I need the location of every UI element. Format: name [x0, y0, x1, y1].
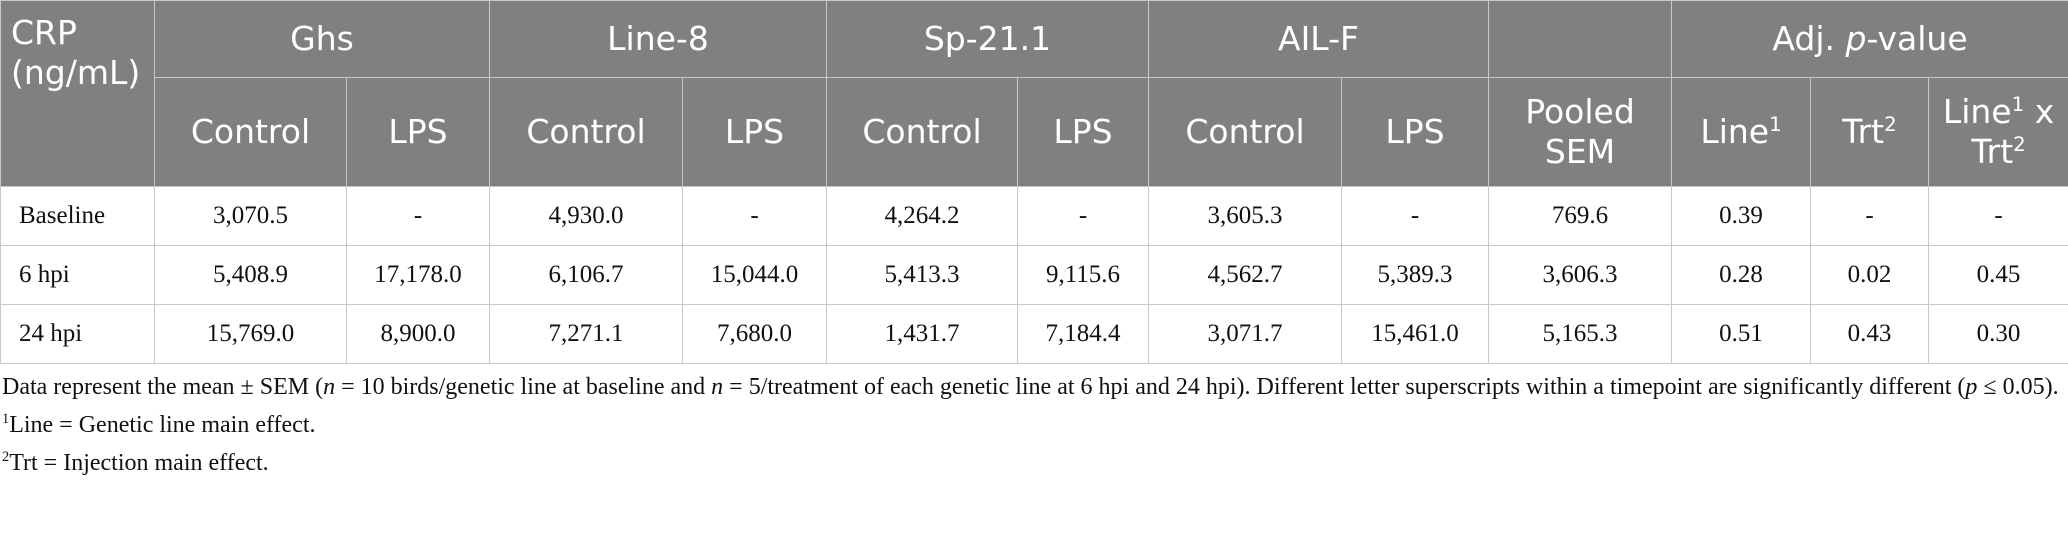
- table-cell: 4,264.2: [826, 186, 1018, 246]
- table-cell: 0.39: [1671, 186, 1812, 246]
- header-text: Line: [1942, 92, 2012, 131]
- footnote-text: 1: [2, 411, 10, 427]
- footnote-text: n: [323, 374, 336, 400]
- group-header: Ghs: [154, 0, 490, 78]
- sub-header: Control: [489, 77, 683, 187]
- table-cell: 0.02: [1810, 245, 1930, 305]
- sub-header: Control: [826, 77, 1018, 187]
- header-text: p: [1845, 19, 1867, 58]
- footnote-text: n: [711, 374, 724, 400]
- table-body: Baseline 3,070.5-4,930.0-4,264.2-3,605.3-…: [0, 186, 2068, 364]
- table-cell: 0.43: [1810, 304, 1930, 364]
- header-text: -value: [1866, 19, 1968, 58]
- table-cell: 0.45: [1928, 245, 2068, 305]
- footnotes: Data represent the mean ± SEM (n = 10 bi…: [0, 364, 2068, 482]
- table-cell: 5,413.3: [826, 245, 1018, 305]
- footnote-text: 2: [2, 449, 10, 465]
- footnote-text: Data represent the mean ± SEM (: [2, 374, 324, 400]
- table-header: CRP (ng/mL) Ghs Line-8 Sp-21.1 AIL-F Adj. p-v…: [0, 0, 2068, 187]
- row-label: Baseline: [0, 186, 155, 246]
- table-cell: 3,606.3: [1488, 245, 1673, 305]
- data-table: CRP (ng/mL) Ghs Line-8 Sp-21.1 AIL-F Adj. p-v…: [0, 0, 2068, 364]
- header-row: CRP (ng/mL) Ghs Line-8 Sp-21.1 AIL-F Adj. p-v…: [0, 0, 2068, 187]
- footnote: 2Trt = Injection main effect.: [2, 444, 2066, 482]
- table-row: 6 hpi 5,408.9 17,178.0 6,106.7 15,044.0 5,413…: [0, 245, 2068, 305]
- table-cell: 5,408.9: [154, 245, 347, 305]
- footnote: 1Line = Genetic line main effect.: [2, 406, 2066, 444]
- table-cell: 5,165.3: [1488, 304, 1673, 364]
- table-cell: 5,389.3: [1340, 245, 1490, 305]
- group-header: Line-8: [489, 0, 827, 78]
- corner-header: CRP (ng/mL): [0, 0, 155, 187]
- pvalue-group-header: Adj. p-value: [1671, 0, 2068, 78]
- table-cell: 15,044.0: [682, 245, 827, 305]
- sub-header: Control: [154, 77, 347, 187]
- footnote-text: p: [1965, 374, 1978, 400]
- row-label: 24 hpi: [0, 304, 155, 364]
- table-cell: 15,769.0: [154, 304, 347, 364]
- sub-header: Control: [1148, 77, 1342, 187]
- footnote-text: Trt = Injection main effect.: [9, 450, 269, 476]
- pvalue-header: Trt2: [1810, 77, 1930, 187]
- header-text: 2: [2013, 133, 2026, 156]
- table-cell: 3,070.5: [154, 186, 347, 246]
- header-text: 1: [1769, 113, 1782, 136]
- header-text: Adj.: [1772, 19, 1846, 58]
- table-cell: 4,930.0: [489, 186, 683, 246]
- footnote-text: Line = Genetic line main effect.: [9, 412, 316, 438]
- pvalue-header: Line1: [1671, 77, 1812, 187]
- sub-header: LPS: [682, 77, 827, 187]
- group-header: AIL-F: [1147, 0, 1490, 78]
- table-row: Baseline 3,070.5-4,930.0-4,264.2-3,605.3-…: [0, 186, 2068, 246]
- header-text: Trt: [1842, 112, 1885, 151]
- table-cell: 7,184.4: [1017, 304, 1149, 364]
- header-text: Line: [1700, 112, 1770, 151]
- row-label: 6 hpi: [0, 245, 155, 305]
- table-cell: 769.6: [1488, 186, 1673, 246]
- table-cell: -: [1810, 186, 1930, 246]
- footnote-text: ≤ 0.05).: [1977, 374, 2059, 400]
- sub-header: LPS: [1017, 77, 1149, 187]
- table-row: 24 hpi 15,769.0 8,900.0 7,271.1 7,680.0 1,431…: [0, 304, 2068, 364]
- table-cell: 8,900.0: [346, 304, 490, 364]
- group-header: Sp-21.1: [826, 0, 1149, 78]
- empty-header: [1488, 0, 1673, 78]
- table-cell: 15,461.0: [1340, 304, 1490, 364]
- table-cell: -: [682, 186, 827, 246]
- table-cell: 0.28: [1671, 245, 1812, 305]
- table-cell: 3,605.3: [1148, 186, 1342, 246]
- table-cell: 9,115.6: [1017, 245, 1149, 305]
- pooled-header: Pooled SEM: [1488, 77, 1673, 187]
- table-cell: -: [1340, 186, 1490, 246]
- table-cell: 0.51: [1671, 304, 1812, 364]
- sub-header: LPS: [346, 77, 490, 187]
- table-cell: -: [1928, 186, 2068, 246]
- header-row: Control LPS Control LPS Control LPS Control LPS…: [1, 77, 2068, 187]
- table-cell: 4,562.7: [1148, 245, 1342, 305]
- table-cell: 1,431.7: [826, 304, 1018, 364]
- table-cell: 7,271.1: [489, 304, 683, 364]
- header-text: x Trt: [1971, 92, 2055, 171]
- table-cell: 7,680.0: [682, 304, 827, 364]
- footnote-text: = 5/treatment of each genetic line at 6 …: [723, 374, 1966, 400]
- footnote: Data represent the mean ± SEM (n = 10 bi…: [2, 368, 2066, 406]
- sub-header: LPS: [1340, 77, 1490, 187]
- table-cell: 17,178.0: [346, 245, 490, 305]
- footnote-text: = 10 birds/genetic line at baseline and: [335, 374, 712, 400]
- table-cell: 6,106.7: [489, 245, 683, 305]
- table-cell: 3,071.7: [1148, 304, 1342, 364]
- header-text: 1: [2011, 93, 2025, 116]
- pvalue-header: Line1 x Trt2: [1928, 77, 2068, 187]
- table-cell: -: [346, 186, 490, 246]
- header-text: 2: [1884, 113, 1897, 136]
- table-cell: 0.30: [1928, 304, 2068, 364]
- table-cell: -: [1017, 186, 1149, 246]
